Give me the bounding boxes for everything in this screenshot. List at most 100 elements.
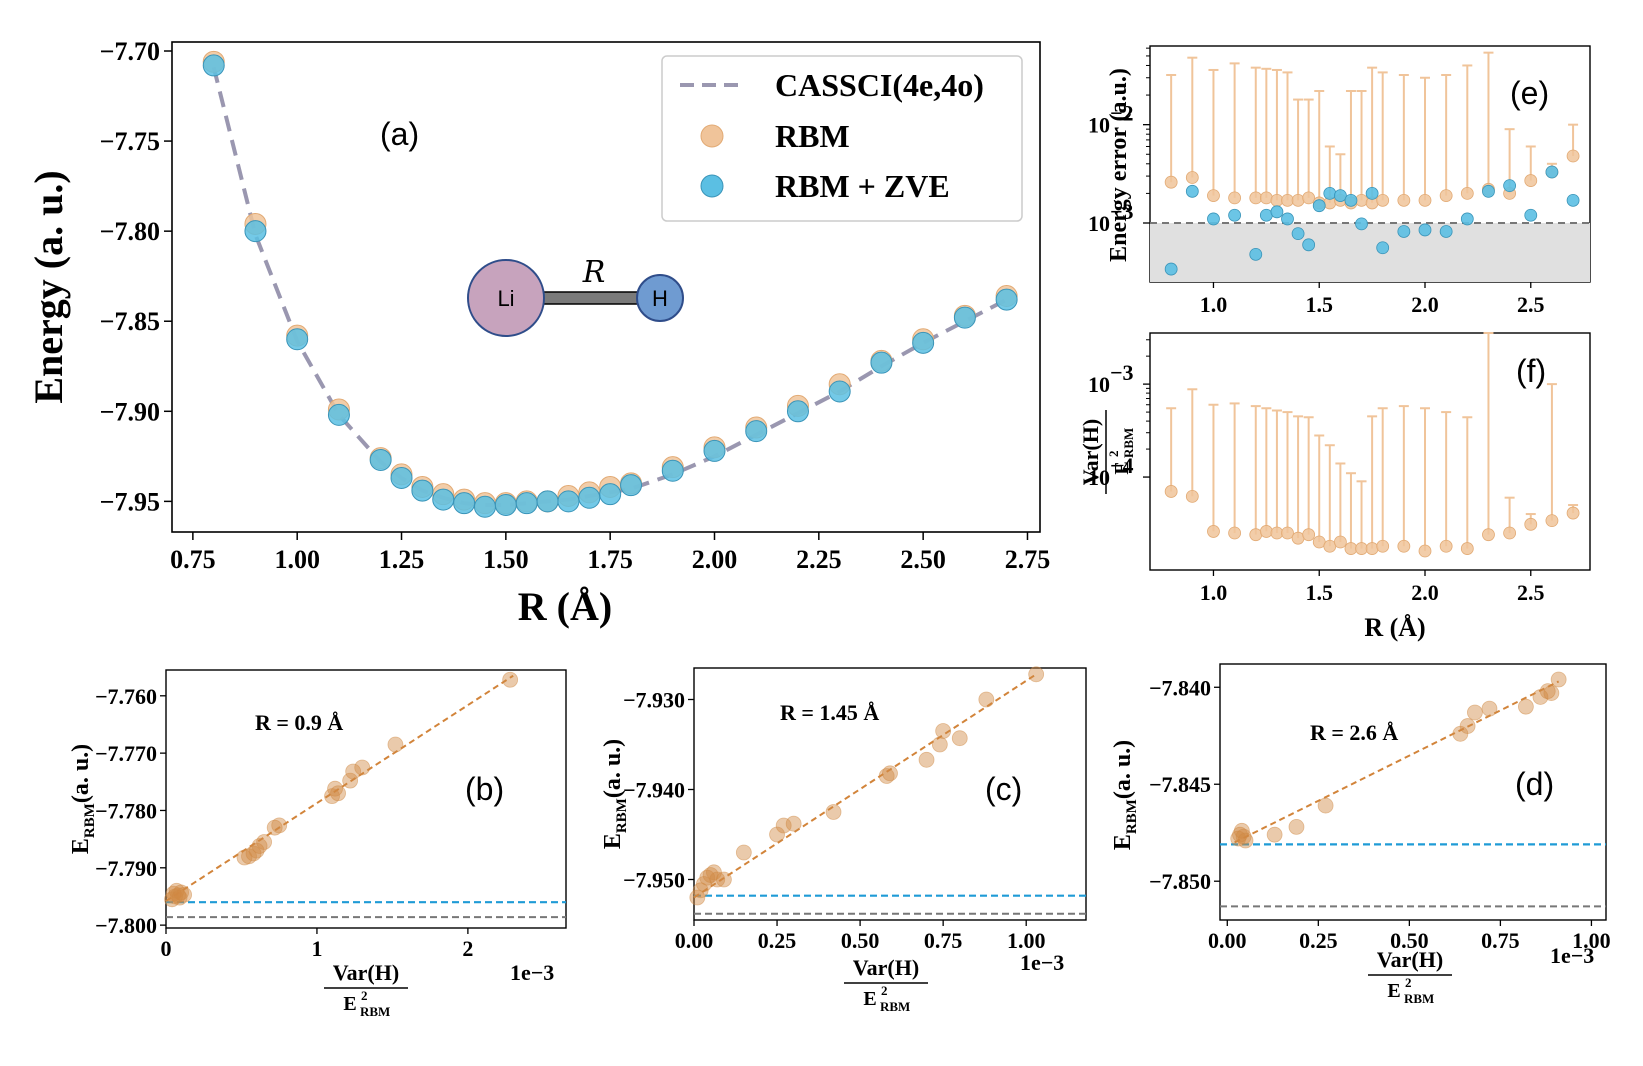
panel-e-zve-point — [1164, 262, 1178, 276]
panel-d-offset: 1e−3 — [1550, 943, 1594, 968]
panel-a-xtick-label: 2.75 — [1005, 545, 1051, 574]
panel-a-frame — [171, 41, 1041, 533]
zve-point — [286, 328, 309, 351]
panel-b: 0 1 2 −7.760 −7.770 −7.780 −7.790 −7.800 (b) R … — [68, 669, 567, 1019]
panel-a-xtick-label: 1.00 — [274, 545, 320, 574]
panel-e-zve-point — [1439, 225, 1453, 238]
panel-f-rbm-point — [1291, 531, 1305, 545]
panel-b-fit-line — [165, 674, 514, 902]
panel-b-sample-point — [171, 889, 188, 906]
panel-e-rbm-point — [1302, 191, 1316, 205]
panel-e-zve-point — [1228, 208, 1242, 222]
panel-c-frame — [693, 667, 1087, 921]
panel-a-ytick-label: −7.85 — [100, 307, 160, 336]
panel-d-ylabel-sub: RBM — [1124, 799, 1140, 834]
panel-b-sample-point — [330, 785, 346, 802]
panel-f-xtick-label: 1.5 — [1305, 580, 1333, 605]
panel-b-xlabel-num: Var(H) — [333, 960, 399, 985]
panel-d-sample-point — [1459, 718, 1476, 734]
panel-f-xtick-label: 1.0 — [1200, 580, 1228, 605]
panel-d-ytick-label: −7.845 — [1149, 772, 1211, 797]
panel-e-zve-point — [1365, 186, 1379, 200]
panel-c-sample-point — [769, 826, 785, 843]
panel-d-sample-point — [1237, 832, 1254, 849]
panel-f-frame — [1149, 332, 1591, 571]
panel-c-sample-point — [931, 736, 948, 753]
panel-e-ylabel: Energy error (a.u.) — [1106, 68, 1132, 262]
legend-zve-label: RBM + ZVE — [775, 168, 950, 204]
panel-e-zve-point — [1397, 225, 1411, 238]
panel-d-sample-point — [1467, 704, 1483, 721]
panel-f-label: (f) — [1516, 353, 1546, 389]
panel-d-ytick-label: −7.850 — [1149, 869, 1211, 894]
panel-c-sample-point — [978, 691, 995, 708]
panel-c-sample-point — [775, 817, 792, 834]
panel-d-ylabel: ERBM(a. u.) — [1110, 740, 1140, 850]
panel-d-sample-point — [1550, 671, 1567, 688]
panel-e-ytick-exponent: −3 — [1110, 199, 1134, 224]
panel-a-ytick-label: −7.95 — [100, 487, 160, 516]
legend-box — [661, 55, 1023, 222]
panel-d-xtick-label: 1.00 — [1572, 928, 1611, 953]
panel-f-rbm-point — [1259, 525, 1273, 538]
panel-c-xlabel-sup: 2 — [881, 983, 888, 998]
legend-rbm-label: RBM — [775, 118, 850, 154]
panel-c-xlabel-num: Var(H) — [853, 955, 919, 980]
panel-c-sample-point — [951, 730, 968, 747]
panel-e-zve-point — [1302, 238, 1316, 252]
zve-point — [411, 479, 434, 502]
panel-b-sample-point — [266, 819, 283, 836]
panel-a-xtick-label: 2.25 — [796, 545, 842, 574]
panel-d-xlabel-sup: 2 — [1405, 975, 1412, 990]
panel-b-ylabel: ERBM(a. u.) — [68, 744, 98, 854]
panel-a-xtick-label: 1.25 — [379, 545, 425, 574]
panel-b-offset: 1e−3 — [510, 960, 554, 985]
panel-b-frame — [165, 669, 567, 929]
panel-f-xlabel: R (Å) — [1364, 613, 1425, 642]
panel-c-sample-point — [825, 804, 842, 820]
panel-f-rbm-point — [1228, 526, 1242, 540]
panel-e-rbm-point — [1376, 193, 1390, 207]
panel-f-rbm-point — [1439, 539, 1453, 553]
panel-e-rbm-point — [1228, 191, 1242, 205]
panel-e-zve-point — [1482, 184, 1495, 198]
panel-b-xlabel-sub: RBM — [360, 1004, 390, 1019]
panel-b-ylabel-main: E — [68, 838, 94, 854]
panel-e-rbm-point — [1259, 191, 1273, 205]
panel-f-xtick-label: 2.5 — [1517, 580, 1545, 605]
panel-a-label: (a) — [380, 116, 419, 152]
panel-c-sample-point — [935, 723, 952, 739]
panel-a-ytick-label: −7.70 — [100, 37, 160, 66]
panel-e-rbm-point — [1524, 174, 1538, 187]
zve-point — [995, 288, 1018, 311]
zve-point — [390, 466, 413, 489]
panel-f-ylabel-den: E — [1111, 461, 1133, 474]
legend-cassci-label: CASSCI(4e,4o) — [775, 67, 984, 103]
zve-point — [745, 420, 768, 443]
panel-b-ylabel-sub: RBM — [82, 803, 98, 838]
panel-e: 1.0 1.5 2.0 2.510−210−3 (e) Energy error (a… — [1088, 45, 1591, 317]
panel-b-sample-point — [271, 817, 288, 834]
panel-e-xtick-label: 2.0 — [1411, 292, 1439, 317]
panel-c-annotation: R = 1.45 Å — [780, 700, 879, 725]
panel-d-sample-point — [1266, 826, 1283, 843]
panel-f-xtick-label: 2.0 — [1411, 580, 1439, 605]
panel-a-xtick-label: 2.00 — [692, 545, 738, 574]
panel-d-fit-line — [1234, 680, 1560, 844]
panel-c-sample-point — [1028, 666, 1045, 683]
panel-b-ytick-label: −7.780 — [95, 798, 157, 823]
panel-a-xtick-label: 1.75 — [587, 545, 633, 574]
panel-b-sample-point — [173, 884, 189, 901]
panel-f-rbm-point — [1302, 528, 1316, 542]
panel-d-xtick-label: 0.25 — [1299, 928, 1338, 953]
panel-e-zve-point — [1281, 212, 1294, 226]
panel-e-zve-point — [1259, 208, 1273, 222]
panel-f-rbm-point — [1566, 506, 1580, 520]
panel-c-xlabel-sub: RBM — [880, 999, 910, 1014]
panel-d-annotation: R = 2.6 Å — [1310, 720, 1398, 745]
panel-e-zve-point — [1344, 193, 1358, 207]
panel-c-xtick-label: 0.50 — [841, 928, 880, 953]
panel-f-rbm-point — [1249, 528, 1263, 542]
panel-e-xtick-label: 1.0 — [1200, 292, 1228, 317]
panel-f-rbm-point — [1333, 535, 1347, 549]
